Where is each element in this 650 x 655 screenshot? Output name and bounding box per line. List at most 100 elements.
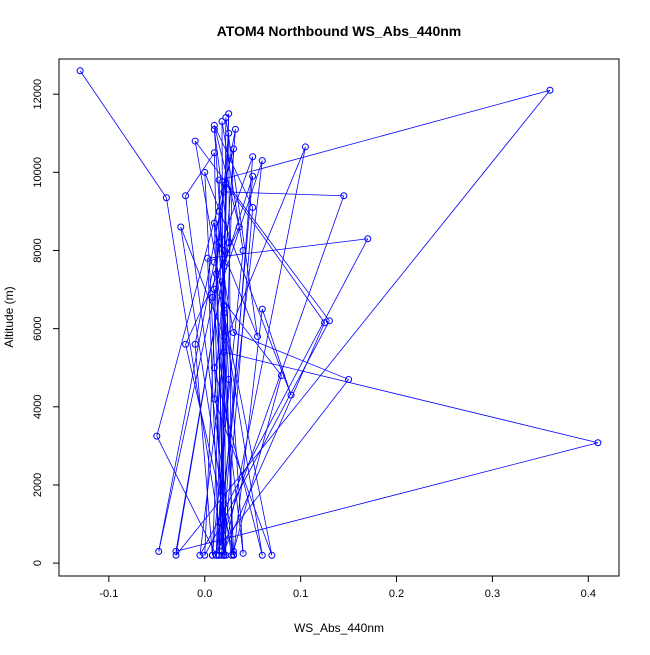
- data-point: [210, 125, 218, 133]
- data-point: [208, 551, 216, 559]
- data-point: [191, 340, 199, 348]
- y-axis-label: Altitude (m): [2, 286, 16, 347]
- data-point: [182, 192, 190, 200]
- series-line-segment: [213, 289, 223, 556]
- y-tick-label: 10000: [32, 157, 44, 188]
- data-point: [220, 332, 228, 340]
- data-point: [210, 395, 218, 403]
- data-point: [220, 348, 228, 356]
- plot-frame: [58, 58, 620, 577]
- y-tick-label: 12000: [32, 79, 44, 110]
- series-line-segment: [213, 129, 230, 243]
- x-tick-label: 0.3: [485, 588, 500, 600]
- data-point: [218, 278, 226, 286]
- data-point: [268, 551, 276, 559]
- data-point: [208, 293, 216, 301]
- data-point: [222, 180, 230, 188]
- series-line-segment: [213, 125, 254, 208]
- data-point: [210, 219, 218, 227]
- y-axis: 0 2000 4000 6000 8000 10000 12000: [32, 79, 59, 566]
- data-point: [225, 110, 233, 118]
- x-tick-label: 0.0: [197, 588, 212, 600]
- data-point: [249, 172, 257, 180]
- series-line-segment: [194, 129, 236, 345]
- series-line-segment: [180, 226, 232, 556]
- x-tick-label: 0.1: [293, 588, 308, 600]
- series-line-segment: [218, 176, 254, 556]
- x-axis: -0.1 0.0 0.1 0.2 0.3 0.4: [99, 576, 596, 600]
- data-point: [364, 235, 372, 243]
- data-point: [253, 332, 261, 340]
- data-point: [231, 125, 239, 133]
- data-point: [204, 254, 212, 262]
- data-point: [212, 551, 220, 559]
- series-line-segment: [221, 117, 227, 552]
- data-point: [340, 192, 348, 200]
- x-tick-label: 0.4: [581, 588, 596, 600]
- data-point: [215, 239, 223, 247]
- series-line-segment: [218, 242, 234, 552]
- data-point: [225, 239, 233, 247]
- series-line-segment: [207, 238, 368, 259]
- data-point: [212, 270, 220, 278]
- data-point: [345, 375, 353, 383]
- data-point: [182, 340, 190, 348]
- data-point: [287, 391, 295, 399]
- x-axis-label: WS_Abs_440nm: [294, 621, 384, 635]
- data-point: [230, 329, 238, 337]
- data-point: [249, 203, 257, 211]
- series-line-segment: [233, 375, 282, 552]
- series-line-segment: [213, 156, 254, 263]
- y-tick-label: 4000: [32, 395, 44, 419]
- data-point: [594, 439, 602, 447]
- data-point: [215, 176, 223, 184]
- series-line-segment: [225, 183, 325, 324]
- series-line-segment: [219, 89, 551, 181]
- data-point: [277, 372, 285, 380]
- series-line-segment: [218, 242, 258, 337]
- series-line-segment: [221, 121, 225, 556]
- data-point: [546, 86, 554, 94]
- series-line-segment: [223, 207, 254, 556]
- series-line-segment: [225, 117, 258, 337]
- data-point: [258, 157, 266, 165]
- x-tick-label: 0.2: [389, 588, 404, 600]
- series-line-segment: [156, 148, 234, 437]
- data-point: [172, 547, 180, 555]
- series-line-segment: [218, 336, 225, 556]
- series-line-segment: [223, 176, 254, 267]
- data-point: [258, 551, 266, 559]
- series-line-segment: [194, 140, 225, 306]
- data-point: [162, 194, 170, 202]
- series-line-segment: [79, 70, 167, 198]
- series-line-segment: [194, 344, 213, 556]
- data-point: [301, 143, 309, 151]
- data-point: [191, 137, 199, 145]
- series-line-segment: [223, 351, 598, 444]
- series-line-segment: [175, 442, 599, 552]
- y-tick-label: 8000: [32, 238, 44, 262]
- data-point: [230, 547, 238, 555]
- series-line-segment: [223, 146, 306, 556]
- data-point: [225, 375, 233, 383]
- series-line-segment: [233, 332, 349, 380]
- data-point: [172, 551, 180, 559]
- data-point: [210, 121, 218, 129]
- series-line-segment: [221, 156, 254, 552]
- data-point: [201, 168, 209, 176]
- series-line-segment: [180, 226, 225, 337]
- data-point: [321, 319, 329, 327]
- data-point: [220, 301, 228, 309]
- series-line-segment: [213, 146, 306, 368]
- data-point: [76, 67, 84, 75]
- series-line-segment: [261, 308, 292, 396]
- data-point: [220, 309, 228, 317]
- series-line-segment: [214, 289, 282, 376]
- series-line-segment: [221, 160, 263, 282]
- data-point: [235, 223, 243, 231]
- series-line-segment: [158, 262, 215, 552]
- chart-title: ATOM4 Northbound WS_Abs_440nm: [217, 23, 462, 39]
